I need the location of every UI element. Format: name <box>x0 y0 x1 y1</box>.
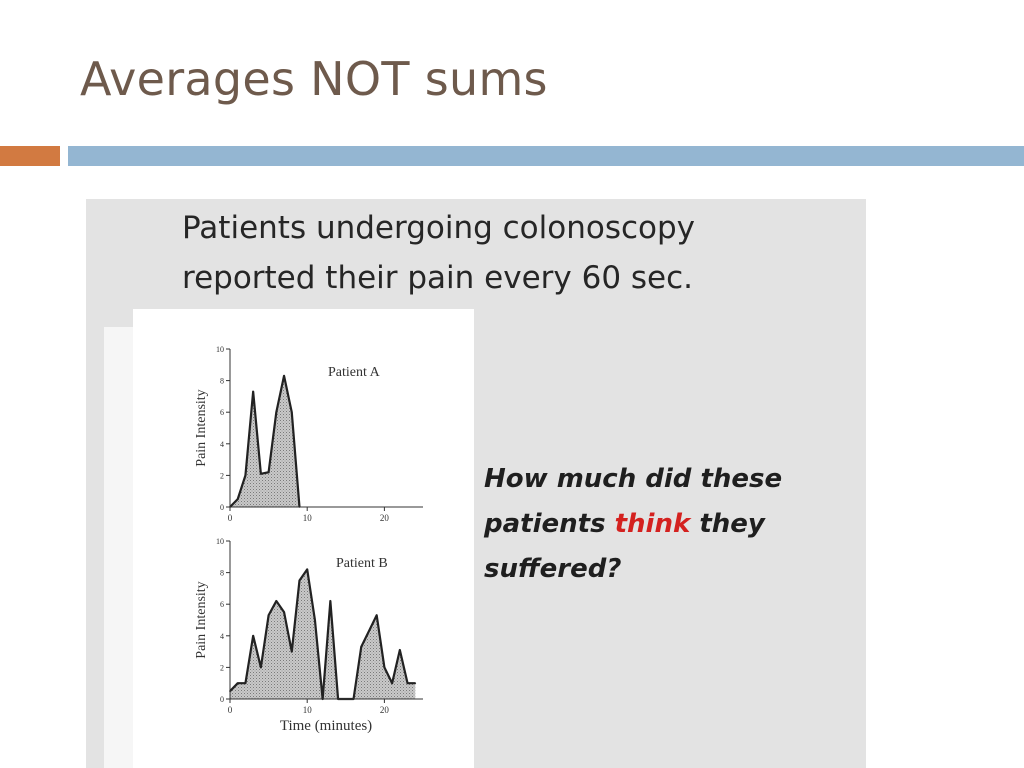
panel-heading-line-1: Patients undergoing colonoscopy <box>182 210 696 246</box>
chart-a-y-axis-label: Pain Intensity <box>194 389 209 466</box>
chart-b-point <box>399 649 401 651</box>
chart-b-point <box>375 614 378 617</box>
chart-b-y-tick-label: 4 <box>220 632 224 641</box>
figure-panel: Patients undergoing colonoscopy reported… <box>86 199 866 768</box>
chart-a-point <box>244 474 247 477</box>
chart-a-y-tick-label: 2 <box>220 471 224 480</box>
chart-a-point <box>275 411 278 413</box>
chart-b-point <box>275 600 278 602</box>
pain-charts: 0 2 4 6 8 10 0 10 20 Pain Intensity Patient A 0 2 4 6 8… <box>194 345 423 734</box>
chart-b-point <box>383 666 386 669</box>
chart-a-point <box>283 375 285 377</box>
panel-heading: Patients undergoing colonoscopy reported… <box>182 203 822 303</box>
chart-a-y-tick-label: 10 <box>216 345 224 354</box>
chart-b-area <box>230 569 416 699</box>
chart-a-area <box>230 375 300 507</box>
chart-b-point <box>236 682 239 684</box>
panel-heading-line-2: reported their pain every 60 sec. <box>182 260 694 296</box>
chart-b-y-tick-label: 10 <box>216 537 224 546</box>
chart-b-title: Patient B <box>336 556 388 571</box>
slide-title: Averages NOT sums <box>80 52 548 106</box>
chart-b-y-tick-label: 2 <box>220 663 224 672</box>
question-emphasis: think <box>614 509 691 539</box>
accent-bar-orange <box>0 146 60 166</box>
chart-a-series-line <box>229 374 301 508</box>
chart-b-point <box>298 579 301 582</box>
question-line-2: patients think they <box>484 502 854 547</box>
chart-b-point <box>260 666 262 669</box>
chart-b-point <box>283 611 285 613</box>
chart-b-point <box>306 568 308 571</box>
question-line-3: suffered? <box>484 554 622 584</box>
question-line-2-end: they <box>690 509 765 539</box>
chart-b-x-tick-label: 0 <box>228 705 233 715</box>
chart-b-y-tick-label: 8 <box>220 569 224 578</box>
chart-b-point <box>252 635 254 637</box>
chart-b-point <box>391 682 393 684</box>
chart-b-point <box>368 630 370 632</box>
chart-a-y-tick-label: 6 <box>220 408 224 417</box>
chart-b-point <box>329 600 332 602</box>
chart-card: 0 2 4 6 8 10 0 10 20 Pain Intensity Patient A 0 2 4 6 8… <box>133 309 474 768</box>
chart-b-y-tick-label: 6 <box>220 600 224 609</box>
chart-b-y-axis-label: Pain Intensity <box>194 581 209 658</box>
chart-b-x-axis-label: Time (minutes) <box>280 718 372 734</box>
chart-b-point <box>290 650 293 653</box>
chart-a-point <box>267 471 270 474</box>
chart-b-point <box>267 614 270 617</box>
question-line-1: How much did these <box>484 464 783 494</box>
chart-a-point <box>260 473 262 475</box>
chart-a-y-tick-label: 0 <box>220 503 224 512</box>
chart-a-point <box>236 498 239 500</box>
chart-a-point <box>290 411 293 413</box>
question-text: How much did these patients think they s… <box>484 457 854 592</box>
chart-a-x-tick-label: 0 <box>228 513 233 523</box>
chart-a-x-tick-label: 10 <box>303 513 313 523</box>
chart-a-x-tick-label: 20 <box>380 513 390 523</box>
chart-b-point <box>360 646 363 648</box>
chart-a-y-tick-label: 8 <box>220 377 224 386</box>
chart-b-point <box>244 682 247 684</box>
chart-b-point <box>406 682 409 684</box>
chart-b-y-tick-label: 0 <box>220 695 224 704</box>
question-line-2-start: patients <box>484 509 615 539</box>
chart-b-point <box>414 682 417 684</box>
accent-bar-blue <box>68 146 1024 166</box>
chart-a-point <box>252 390 254 393</box>
chart-b-point <box>314 619 316 621</box>
chart-a-title: Patient A <box>328 365 381 380</box>
chart-b-x-tick-label: 10 <box>303 705 313 715</box>
chart-b-x-tick-label: 20 <box>380 705 390 715</box>
chart-a-y-tick-label: 4 <box>220 440 224 449</box>
